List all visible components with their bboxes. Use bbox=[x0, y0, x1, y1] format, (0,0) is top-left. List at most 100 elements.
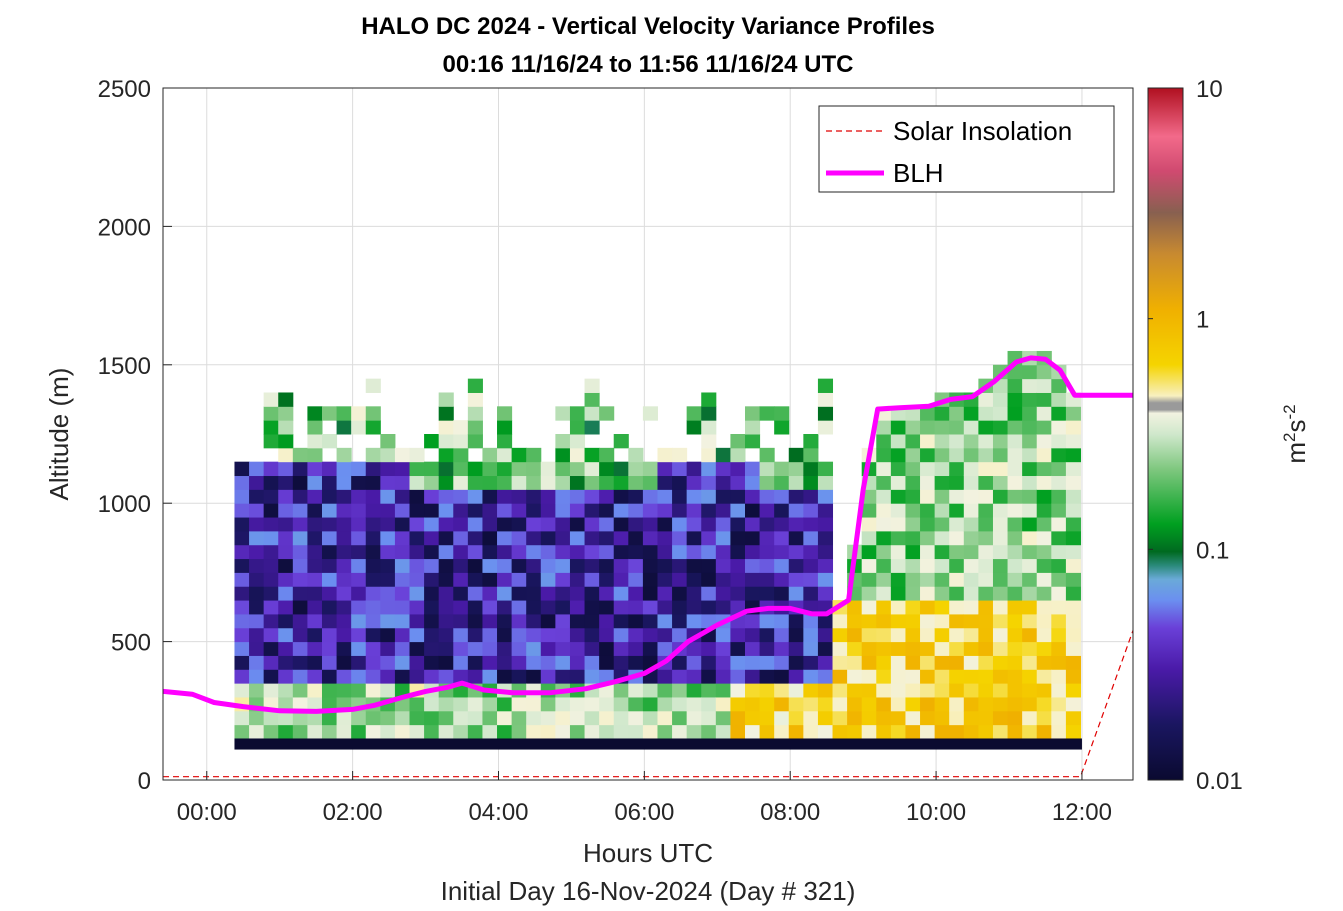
heatmap-cell bbox=[540, 530, 556, 546]
heatmap-cell bbox=[569, 475, 586, 490]
heatmap-cell bbox=[992, 655, 1009, 670]
heatmap-cell bbox=[1065, 503, 1081, 518]
heatmap-cell bbox=[715, 710, 731, 726]
heatmap-cell bbox=[249, 724, 265, 739]
heatmap-cell bbox=[963, 447, 979, 463]
heatmap-cell bbox=[569, 558, 586, 573]
heatmap-cell bbox=[467, 406, 483, 421]
heatmap-cell bbox=[992, 475, 1009, 490]
heatmap-cell bbox=[599, 530, 615, 546]
heatmap-cell bbox=[613, 461, 629, 477]
heatmap-cell bbox=[1036, 669, 1052, 684]
heatmap-cell bbox=[803, 447, 819, 463]
heatmap-cell bbox=[234, 572, 250, 587]
heatmap-cell bbox=[978, 447, 994, 463]
heatmap-cell bbox=[394, 627, 411, 643]
heatmap-cell bbox=[540, 627, 556, 643]
heatmap-cell bbox=[861, 489, 877, 504]
heatmap-cell bbox=[920, 489, 936, 504]
heatmap-cell bbox=[1007, 613, 1023, 629]
heatmap-cell bbox=[715, 447, 731, 463]
heatmap-cell bbox=[847, 683, 863, 698]
heatmap-cell bbox=[745, 710, 761, 726]
heatmap-cell bbox=[321, 572, 338, 587]
heatmap-cell bbox=[934, 710, 950, 726]
heatmap-cell bbox=[249, 627, 265, 643]
heatmap-cell bbox=[526, 530, 542, 546]
heatmap-cell bbox=[307, 530, 323, 546]
heatmap-cell bbox=[774, 669, 790, 684]
heatmap-cell bbox=[788, 669, 804, 684]
heatmap-cell bbox=[934, 669, 950, 684]
heatmap-cell bbox=[920, 613, 936, 629]
heatmap-cell bbox=[497, 558, 513, 573]
heatmap-cell bbox=[394, 489, 411, 504]
heatmap-cell bbox=[1065, 683, 1081, 698]
heatmap-cell bbox=[409, 530, 425, 546]
heatmap-cell bbox=[817, 517, 834, 532]
heatmap-cell bbox=[701, 447, 717, 463]
heatmap-cell bbox=[307, 613, 323, 629]
heatmap-cell bbox=[1007, 420, 1023, 435]
heatmap-cell bbox=[934, 434, 950, 449]
heatmap-cell bbox=[876, 683, 892, 698]
heatmap-cell bbox=[876, 669, 892, 684]
heatmap-cell bbox=[803, 489, 819, 504]
heatmap-cell bbox=[234, 530, 250, 546]
heatmap-cell bbox=[497, 406, 513, 421]
heatmap-cell bbox=[759, 558, 775, 573]
heatmap-cell bbox=[672, 517, 688, 532]
heatmap-cell bbox=[920, 447, 936, 463]
heatmap-cell bbox=[453, 586, 469, 601]
heatmap-cell bbox=[978, 613, 994, 629]
heatmap-cell bbox=[438, 710, 454, 726]
heatmap-cell bbox=[1036, 406, 1052, 421]
heatmap-cell bbox=[701, 544, 717, 560]
heatmap-cell bbox=[613, 655, 629, 670]
heatmap-cell bbox=[730, 517, 746, 532]
heatmap-cell bbox=[1007, 406, 1023, 421]
chart-subtitle: 00:16 11/16/24 to 11:56 11/16/24 UTC bbox=[443, 51, 854, 78]
heatmap-cell bbox=[774, 503, 790, 518]
heatmap-cell bbox=[672, 461, 688, 477]
heatmap-cell bbox=[1065, 600, 1081, 615]
heatmap-cell bbox=[263, 586, 279, 601]
heatmap-cell bbox=[905, 503, 921, 518]
heatmap-cell bbox=[905, 406, 921, 421]
heatmap-cell bbox=[467, 558, 483, 573]
heatmap-cell bbox=[249, 475, 265, 490]
heatmap-cell bbox=[321, 503, 338, 518]
heatmap-cell bbox=[351, 627, 367, 643]
heatmap-cell bbox=[920, 475, 936, 490]
heatmap-cell bbox=[569, 586, 586, 601]
heatmap-cell bbox=[613, 489, 629, 504]
heatmap-cell bbox=[890, 655, 906, 670]
heatmap-cell bbox=[1022, 600, 1038, 615]
heatmap-cell bbox=[234, 669, 250, 684]
heatmap-cell bbox=[307, 406, 323, 421]
y-tick-label: 2500 bbox=[98, 76, 151, 103]
heatmap-cell bbox=[584, 558, 600, 573]
heatmap-cell bbox=[788, 710, 804, 726]
heatmap-cell bbox=[1022, 461, 1038, 477]
heatmap-cell bbox=[774, 572, 790, 587]
heatmap-cell bbox=[963, 641, 979, 656]
heatmap-cell bbox=[365, 406, 381, 421]
heatmap-cell bbox=[745, 461, 761, 477]
heatmap-cell bbox=[409, 544, 425, 560]
heatmap-cell bbox=[234, 475, 250, 490]
heatmap-cell bbox=[672, 655, 688, 670]
heatmap-cell bbox=[263, 475, 279, 490]
heatmap-cell bbox=[409, 572, 425, 587]
heatmap-cell bbox=[978, 406, 994, 421]
heatmap-cell bbox=[817, 696, 834, 712]
heatmap-cell bbox=[321, 406, 338, 421]
heatmap-cell bbox=[351, 586, 367, 601]
heatmap-cell bbox=[336, 613, 352, 629]
heatmap-cell bbox=[1022, 503, 1038, 518]
heatmap-cell bbox=[803, 710, 819, 726]
heatmap-cell bbox=[584, 572, 600, 587]
heatmap-cell bbox=[394, 669, 411, 684]
heatmap-cell bbox=[453, 655, 469, 670]
heatmap-cell bbox=[526, 586, 542, 601]
